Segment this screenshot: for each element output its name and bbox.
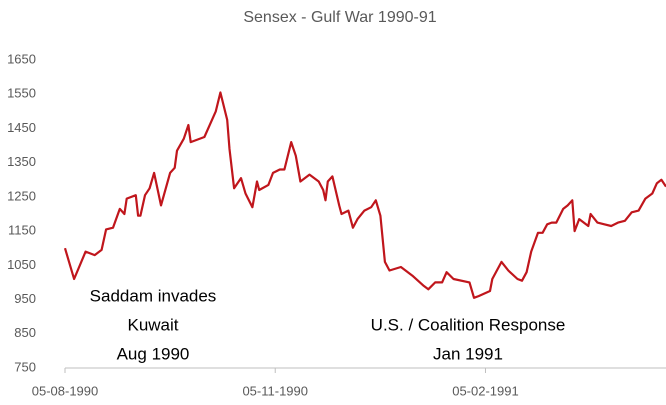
annotation: U.S. / Coalition Response [371,315,566,334]
annotation: Kuwait [127,315,178,334]
y-tick-label: 750 [14,359,36,374]
y-tick-label: 850 [14,325,36,340]
annotation: Saddam invades [90,286,217,305]
y-tick-label: 1250 [7,188,36,203]
y-tick-label: 1550 [7,86,36,101]
y-tick-label: 1150 [8,223,36,238]
x-tick-label: 05-11-1990 [242,383,308,398]
chart-title: Sensex - Gulf War 1990-91 [243,9,436,26]
x-tick-label: 05-08-1990 [32,383,99,398]
y-tick-label: 1450 [7,120,36,135]
data-line [63,91,666,299]
y-tick-label: 950 [14,291,36,306]
annotation: Aug 1990 [117,344,190,363]
x-tick-label: 05-02-1991 [452,383,519,398]
y-tick-label: 1650 [7,51,36,66]
annotation: Jan 1991 [433,344,503,363]
y-tick-label: 1050 [7,257,36,272]
y-tick-label: 1350 [7,154,36,169]
